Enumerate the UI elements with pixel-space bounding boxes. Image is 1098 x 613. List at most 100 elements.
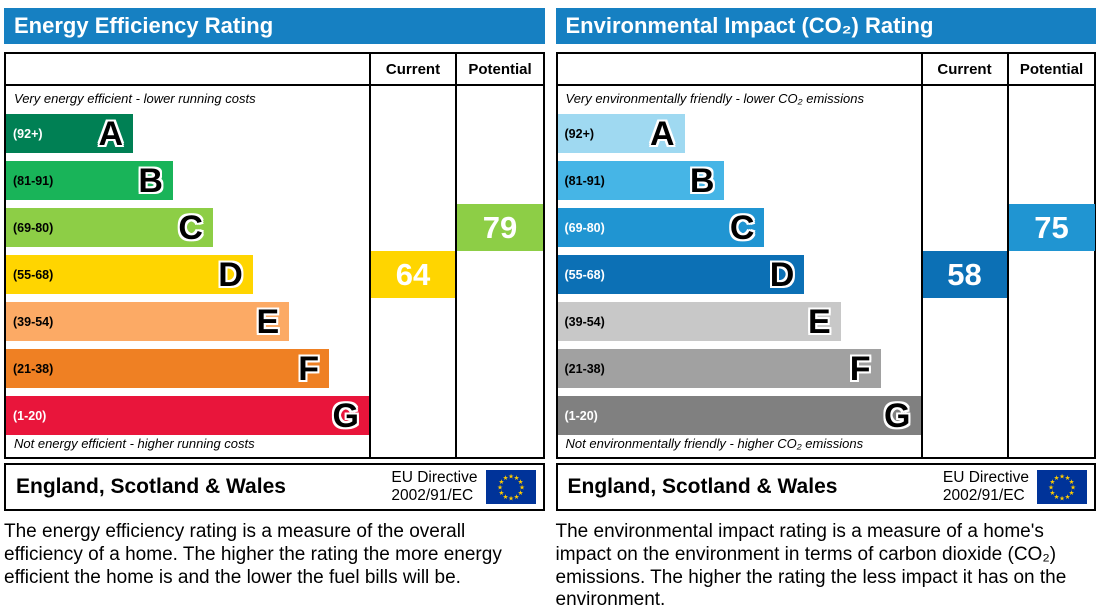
svg-text:★: ★ [1054,474,1060,482]
band-letter: G [332,396,359,435]
svg-text:★: ★ [519,483,525,491]
band-letter: G [884,396,911,435]
band-bar-f: (21-38) F [557,349,881,388]
svg-text:★: ★ [508,472,514,480]
band-range: (92+) [13,126,43,141]
energy-panel-title: Energy Efficiency Rating [4,8,545,44]
band-bar-e: (39-54) E [6,302,290,341]
band-letter: A [649,114,675,153]
band-letter: F [849,349,871,388]
band-row-e: (39-54) E [6,298,369,345]
band-letter: F [298,349,320,388]
band-row-b: (81-91) B [557,157,921,204]
current-column-header: Current [937,60,992,78]
band-range: (39-54) [564,314,605,329]
band-range: (55-68) [564,267,605,282]
svg-text:★: ★ [1070,483,1076,491]
svg-text:★: ★ [497,483,503,491]
band-range: (1-20) [13,408,47,423]
band-range: (92+) [564,126,595,141]
band-bar-g: (1-20) G [557,396,921,435]
band-range: (39-54) [13,314,54,329]
band-row-f: (21-38) F [557,345,921,392]
band-bar-d: (55-68) D [557,255,805,294]
eu-directive-line1: EU Directive [942,469,1029,487]
band-row-g: (1-20) G [6,392,369,439]
eu-directive-label: EU Directive 2002/91/EC [391,469,477,505]
svg-text:★: ★ [1059,494,1065,502]
svg-text:★: ★ [513,474,519,482]
band-range: (69-80) [564,220,605,235]
potential-column-divider [455,54,457,457]
rating-bands: (92+) A (81-91) B (69-80) C [6,110,369,439]
band-row-d: (55-68) D [557,251,921,298]
band-bar-a: (92+) A [6,114,134,153]
band-row-a: (92+) A [557,110,921,157]
bottom-caption: Not energy efficient - higher running co… [14,436,255,451]
band-bar-a: (92+) A [557,114,685,153]
band-letter: C [178,208,203,247]
chart-footer: England, Scotland & Wales EU Directive 2… [555,463,1096,511]
band-range: (55-68) [13,267,54,282]
band-row-a: (92+) A [6,110,369,157]
current-rating-value: 58 [947,256,982,292]
eu-flag-icon: ★ ★★★★★★★★★★★ [485,470,536,504]
band-range: (21-38) [564,361,605,376]
band-bar-g: (1-20) G [6,396,369,435]
band-letter: D [769,255,795,294]
rating-bands: (92+) A (81-91) B (69-80) C [557,110,921,439]
header-divider [557,84,1094,86]
bottom-caption: Not environmentally friendly - higher CO… [565,436,864,451]
svg-text:★: ★ [1069,478,1075,486]
environmental-impact-panel: Environmental Impact (CO₂) Rating Curren… [555,8,1096,612]
svg-text:★: ★ [498,478,504,486]
potential-column-header: Potential [468,60,532,78]
band-range: (69-80) [13,220,54,235]
current-column-divider [920,54,923,457]
header-divider [6,84,543,86]
svg-text:★: ★ [1059,472,1065,480]
eu-directive-line2: 2002/91/EC [391,487,474,504]
eu-directive-label: EU Directive 2002/91/EC [943,469,1029,505]
band-letter: E [256,302,280,341]
band-letter: D [218,255,243,294]
potential-rating-value: 79 [482,209,518,245]
eu-directive-line2: 2002/91/EC [942,487,1025,504]
band-row-g: (1-20) G [557,392,921,439]
eu-flag-icon: ★ ★★★★★★★★★★★ [1037,470,1087,504]
potential-rating-indicator: 75 [1008,204,1095,251]
current-column-header: Current [385,60,441,78]
band-bar-c: (69-80) C [6,208,213,247]
energy-rating-chart: Current Potential Very energy efficient … [4,52,545,459]
region-label: England, Scotland & Wales [567,475,838,498]
band-bar-e: (39-54) E [557,302,841,341]
band-row-f: (21-38) F [6,345,369,392]
svg-text:★: ★ [502,474,508,482]
band-row-c: (69-80) C [557,204,921,251]
svg-text:★: ★ [1069,489,1075,497]
svg-text:★: ★ [1050,489,1056,497]
svg-text:★: ★ [502,493,508,501]
top-caption: Very environmentally friendly - lower CO… [565,91,865,106]
svg-text:★: ★ [517,489,523,497]
eu-directive-line1: EU Directive [391,469,478,487]
band-letter: A [98,114,124,153]
potential-rating-value: 75 [1034,209,1069,245]
band-bar-f: (21-38) F [6,349,330,388]
svg-text:★: ★ [1050,478,1056,486]
band-range: (21-38) [13,361,54,376]
svg-text:★: ★ [517,478,523,486]
band-letter: E [807,302,831,341]
svg-text:★: ★ [1048,483,1054,491]
current-rating-indicator: 58 [922,251,1007,298]
top-caption: Very energy efficient - lower running co… [14,91,256,106]
band-range: (81-91) [13,173,54,188]
current-column-divider [369,54,371,457]
svg-text:★: ★ [1065,474,1071,482]
potential-rating-indicator: 79 [457,204,543,251]
svg-text:★: ★ [1054,493,1060,501]
svg-text:★: ★ [513,493,519,501]
band-bar-b: (81-91) B [557,161,725,200]
chart-footer: England, Scotland & Wales EU Directive 2… [4,463,545,511]
